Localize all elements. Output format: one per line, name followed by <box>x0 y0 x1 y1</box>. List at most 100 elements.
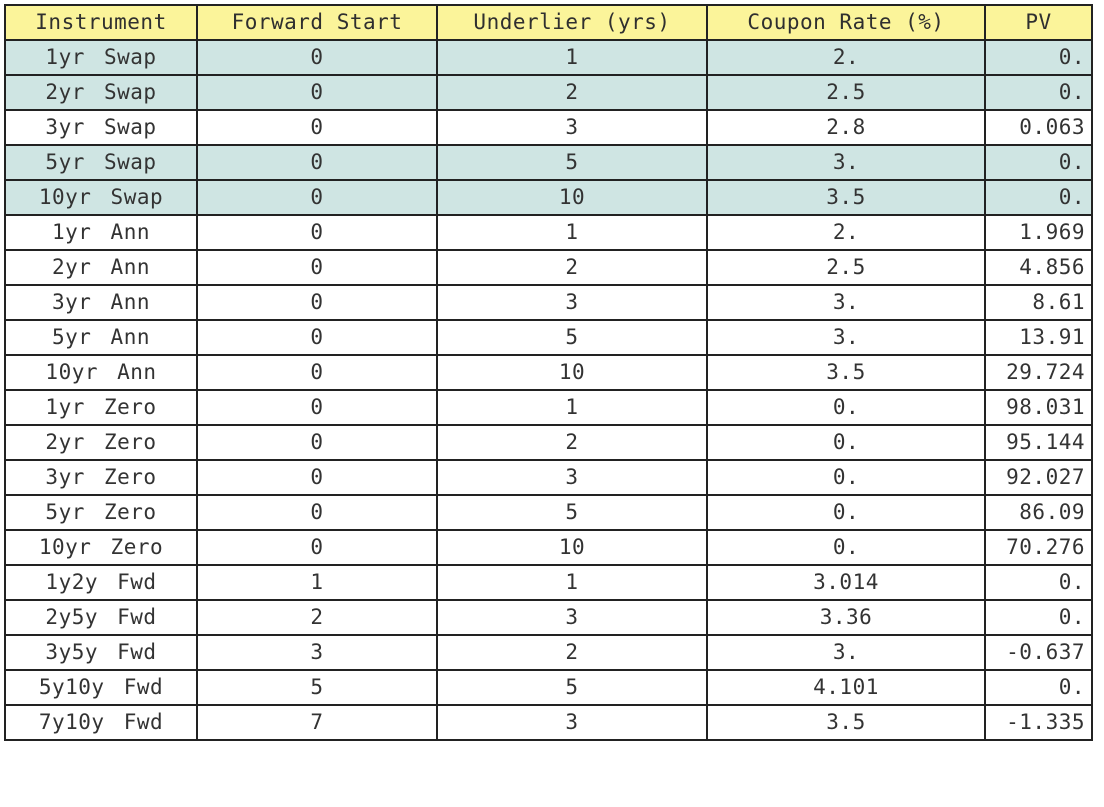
cell-instrument: 5yr Swap <box>4 144 198 181</box>
cell-forward-start: 0 <box>196 354 438 391</box>
instrument-table: Instrument Forward Start Underlier (yrs)… <box>4 4 1093 741</box>
table-row: 1yr Zero 0 1 0. 98.031 <box>4 389 1093 426</box>
cell-pv: 0. <box>984 179 1093 216</box>
table-header: Instrument Forward Start Underlier (yrs)… <box>4 4 1093 41</box>
cell-underlier: 3 <box>436 599 708 636</box>
cell-pv: 4.856 <box>984 249 1093 286</box>
cell-underlier: 10 <box>436 354 708 391</box>
table-row: 1yr Swap 0 1 2. 0. <box>4 39 1093 76</box>
header-pv: PV <box>984 4 1093 41</box>
cell-coupon-rate: 3. <box>706 634 986 671</box>
cell-pv: 0. <box>984 39 1093 76</box>
cell-pv: 0. <box>984 599 1093 636</box>
cell-coupon-rate: 3.5 <box>706 354 986 391</box>
cell-coupon-rate: 2.8 <box>706 109 986 146</box>
cell-instrument: 10yr Ann <box>4 354 198 391</box>
cell-underlier: 3 <box>436 284 708 321</box>
cell-underlier: 3 <box>436 704 708 741</box>
cell-coupon-rate: 0. <box>706 494 986 531</box>
table-row: 2y5y Fwd 2 3 3.36 0. <box>4 599 1093 636</box>
cell-instrument: 2yr Ann <box>4 249 198 286</box>
cell-pv: 86.09 <box>984 494 1093 531</box>
cell-underlier: 1 <box>436 214 708 251</box>
cell-underlier: 5 <box>436 669 708 706</box>
header-underlier: Underlier (yrs) <box>436 4 708 41</box>
cell-coupon-rate: 4.101 <box>706 669 986 706</box>
cell-forward-start: 0 <box>196 529 438 566</box>
cell-forward-start: 1 <box>196 564 438 601</box>
table-row: 10yr Zero 0 10 0. 70.276 <box>4 529 1093 566</box>
cell-forward-start: 0 <box>196 109 438 146</box>
cell-instrument: 2y5y Fwd <box>4 599 198 636</box>
cell-instrument: 7y10y Fwd <box>4 704 198 741</box>
cell-underlier: 10 <box>436 179 708 216</box>
cell-underlier: 3 <box>436 459 708 496</box>
table-row: 7y10y Fwd 7 3 3.5 -1.335 <box>4 704 1093 741</box>
cell-forward-start: 0 <box>196 74 438 111</box>
cell-coupon-rate: 2. <box>706 214 986 251</box>
cell-coupon-rate: 0. <box>706 529 986 566</box>
cell-forward-start: 0 <box>196 424 438 461</box>
cell-coupon-rate: 2. <box>706 39 986 76</box>
cell-instrument: 3y5y Fwd <box>4 634 198 671</box>
table-row: 2yr Ann 0 2 2.5 4.856 <box>4 249 1093 286</box>
table-row: 3yr Swap 0 3 2.8 0.063 <box>4 109 1093 146</box>
cell-coupon-rate: 3.014 <box>706 564 986 601</box>
table-row: 3yr Zero 0 3 0. 92.027 <box>4 459 1093 496</box>
table-row: 1yr Ann 0 1 2. 1.969 <box>4 214 1093 251</box>
cell-instrument: 1yr Zero <box>4 389 198 426</box>
table-row: 2yr Swap 0 2 2.5 0. <box>4 74 1093 111</box>
table-row: 1y2y Fwd 1 1 3.014 0. <box>4 564 1093 601</box>
header-coupon-rate: Coupon Rate (%) <box>706 4 986 41</box>
cell-pv: 0. <box>984 144 1093 181</box>
cell-pv: 13.91 <box>984 319 1093 356</box>
cell-forward-start: 0 <box>196 39 438 76</box>
cell-pv: 70.276 <box>984 529 1093 566</box>
cell-coupon-rate: 0. <box>706 424 986 461</box>
cell-pv: 98.031 <box>984 389 1093 426</box>
cell-instrument: 3yr Swap <box>4 109 198 146</box>
table-row: 2yr Zero 0 2 0. 95.144 <box>4 424 1093 461</box>
cell-underlier: 1 <box>436 39 708 76</box>
cell-coupon-rate: 0. <box>706 389 986 426</box>
cell-pv: -1.335 <box>984 704 1093 741</box>
header-forward-start: Forward Start <box>196 4 438 41</box>
table-row: 5y10y Fwd 5 5 4.101 0. <box>4 669 1093 706</box>
cell-instrument: 3yr Ann <box>4 284 198 321</box>
cell-instrument: 2yr Swap <box>4 74 198 111</box>
cell-instrument: 1y2y Fwd <box>4 564 198 601</box>
table-row: 5yr Swap 0 5 3. 0. <box>4 144 1093 181</box>
cell-underlier: 5 <box>436 144 708 181</box>
cell-instrument: 2yr Zero <box>4 424 198 461</box>
cell-instrument: 10yr Zero <box>4 529 198 566</box>
cell-forward-start: 0 <box>196 284 438 321</box>
table-row: 5yr Ann 0 5 3. 13.91 <box>4 319 1093 356</box>
cell-underlier: 2 <box>436 634 708 671</box>
cell-pv: 95.144 <box>984 424 1093 461</box>
cell-underlier: 1 <box>436 389 708 426</box>
cell-pv: 1.969 <box>984 214 1093 251</box>
cell-coupon-rate: 3. <box>706 284 986 321</box>
cell-instrument: 3yr Zero <box>4 459 198 496</box>
cell-forward-start: 0 <box>196 494 438 531</box>
cell-pv: 29.724 <box>984 354 1093 391</box>
cell-forward-start: 0 <box>196 249 438 286</box>
cell-instrument: 5y10y Fwd <box>4 669 198 706</box>
cell-forward-start: 0 <box>196 389 438 426</box>
cell-forward-start: 0 <box>196 144 438 181</box>
cell-forward-start: 7 <box>196 704 438 741</box>
cell-pv: 0. <box>984 669 1093 706</box>
cell-coupon-rate: 3.5 <box>706 179 986 216</box>
cell-pv: 0. <box>984 74 1093 111</box>
cell-underlier: 10 <box>436 529 708 566</box>
cell-pv: 8.61 <box>984 284 1093 321</box>
cell-underlier: 5 <box>436 494 708 531</box>
cell-pv: 0. <box>984 564 1093 601</box>
cell-coupon-rate: 3. <box>706 319 986 356</box>
cell-forward-start: 0 <box>196 319 438 356</box>
cell-coupon-rate: 3. <box>706 144 986 181</box>
cell-instrument: 1yr Swap <box>4 39 198 76</box>
cell-coupon-rate: 2.5 <box>706 74 986 111</box>
cell-pv: 0.063 <box>984 109 1093 146</box>
cell-forward-start: 0 <box>196 459 438 496</box>
